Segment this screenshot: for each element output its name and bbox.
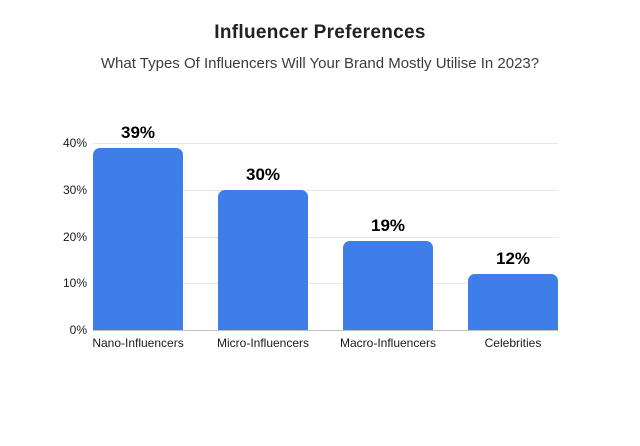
- x-category-cell: Micro-Influencers: [216, 336, 310, 350]
- bar: [218, 189, 308, 330]
- x-axis: Nano-Influencers Micro-Influencers Macro-I…: [92, 336, 558, 350]
- gridline: [93, 236, 558, 238]
- y-tick-label: 10%: [62, 276, 87, 291]
- x-category-cell: Nano-Influencers: [92, 336, 184, 350]
- chart-subtitle: What Types Of Influencers Will Your Bran…: [100, 55, 540, 72]
- bar: [343, 241, 433, 330]
- x-category-label: Nano-Influencers: [92, 336, 184, 350]
- bar-column: 12%: [468, 143, 558, 330]
- bar-series: 39% 30% 19% 12%: [93, 123, 558, 330]
- gridline: [93, 283, 558, 285]
- bar-column: 30%: [218, 143, 308, 330]
- bar: [93, 147, 183, 330]
- plot-area: 39% 30% 19% 12%: [93, 123, 558, 331]
- y-tick-label: 0%: [69, 323, 87, 337]
- bar: [468, 273, 558, 330]
- y-tick-label: 30%: [62, 182, 87, 197]
- x-category-label: Celebrities: [484, 336, 542, 350]
- x-category-cell: Macro-Influencers: [339, 336, 437, 350]
- bar-column: 39%: [93, 123, 183, 330]
- y-tick-label: 40%: [62, 136, 87, 150]
- bar-value-label: 19%: [370, 216, 406, 236]
- bar-value-label: 12%: [495, 248, 531, 268]
- bar-column: 19%: [343, 143, 433, 330]
- x-category-cell: Celebrities: [468, 336, 558, 350]
- bar-value-label: 30%: [245, 164, 281, 184]
- bar-value-label: 39%: [120, 122, 156, 142]
- gridline: [93, 189, 558, 191]
- x-category-label: Micro-Influencers: [216, 336, 310, 350]
- chart-title: Influencer Preferences: [214, 22, 426, 43]
- y-tick-label: 20%: [62, 229, 87, 244]
- y-axis: 40% 30% 20% 10% 0%: [0, 136, 87, 337]
- x-axis-baseline: [93, 330, 558, 331]
- gridline: [93, 143, 558, 144]
- x-category-label: Macro-Influencers: [339, 336, 437, 350]
